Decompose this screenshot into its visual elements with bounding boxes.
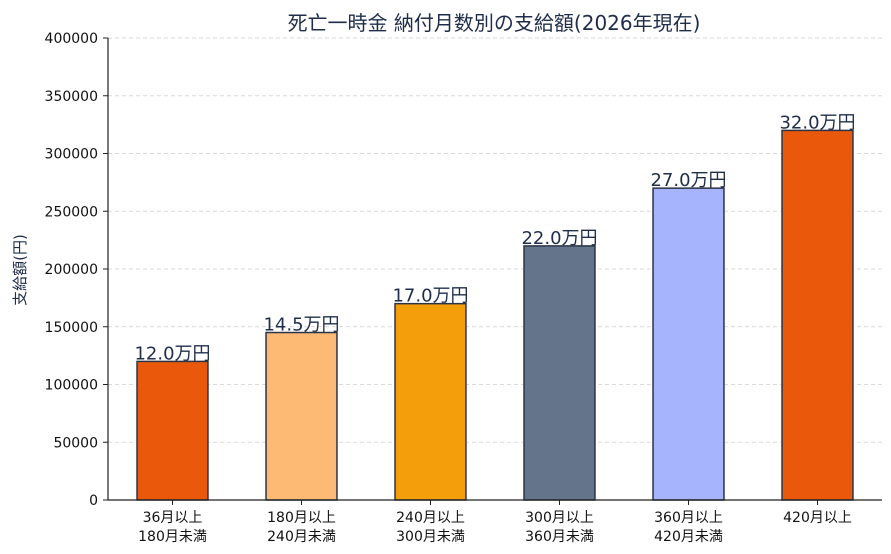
x-tick-label: 360月未満 — [525, 529, 594, 545]
x-tick-label: 300月未満 — [396, 529, 465, 545]
y-tick-label: 350000 — [45, 89, 98, 105]
data-label: 12.0万円 — [134, 343, 210, 364]
data-label: 17.0万円 — [392, 286, 468, 307]
y-tick-label: 100000 — [45, 378, 98, 394]
bar — [265, 331, 338, 501]
bar — [652, 187, 725, 501]
y-tick-label: 200000 — [45, 262, 98, 278]
x-tick-label: 180月以上 — [267, 510, 336, 526]
y-tick-label: 300000 — [45, 147, 98, 163]
y-tick-label: 150000 — [45, 320, 98, 336]
y-tick-label: 400000 — [45, 31, 98, 47]
gridlines — [108, 37, 882, 443]
x-tick-label: 36月以上 — [143, 510, 203, 526]
data-labels: 12.0万円 14.5万円 17.0万円 22.0万円 27.0万円 32.0万円 — [134, 112, 855, 364]
bars — [136, 129, 854, 501]
bar — [781, 129, 854, 501]
y-tick-label: 0 — [89, 493, 98, 509]
x-tick-label: 300月以上 — [525, 510, 594, 526]
x-tick-label: 240月未満 — [267, 529, 336, 545]
data-label: 22.0万円 — [521, 228, 597, 249]
x-tick-label: 180月未満 — [138, 529, 207, 545]
x-tick-label: 360月以上 — [654, 510, 723, 526]
y-axis-ticks: 0 50000 100000 150000 200000 250000 300000 3500… — [45, 31, 108, 509]
data-label: 32.0万円 — [779, 112, 855, 133]
x-tick-label: 240月以上 — [396, 510, 465, 526]
data-label: 27.0万円 — [650, 170, 726, 191]
chart-title: 死亡一時金 納付月数別の支給額(2026年現在) — [288, 11, 701, 35]
y-axis-label: 支給額(円) — [11, 234, 29, 306]
x-tick-label: 420月以上 — [783, 510, 852, 526]
bar — [523, 245, 596, 501]
x-tick-label: 420月未満 — [654, 529, 723, 545]
bar — [394, 302, 467, 501]
data-label: 14.5万円 — [263, 315, 339, 336]
x-axis-ticks: 36月以上 180月未満 180月以上 240月未満 240月以上 300月未満 300月以… — [138, 500, 852, 545]
bar — [136, 360, 209, 501]
y-tick-label: 250000 — [45, 204, 98, 220]
y-tick-label: 50000 — [53, 435, 98, 451]
